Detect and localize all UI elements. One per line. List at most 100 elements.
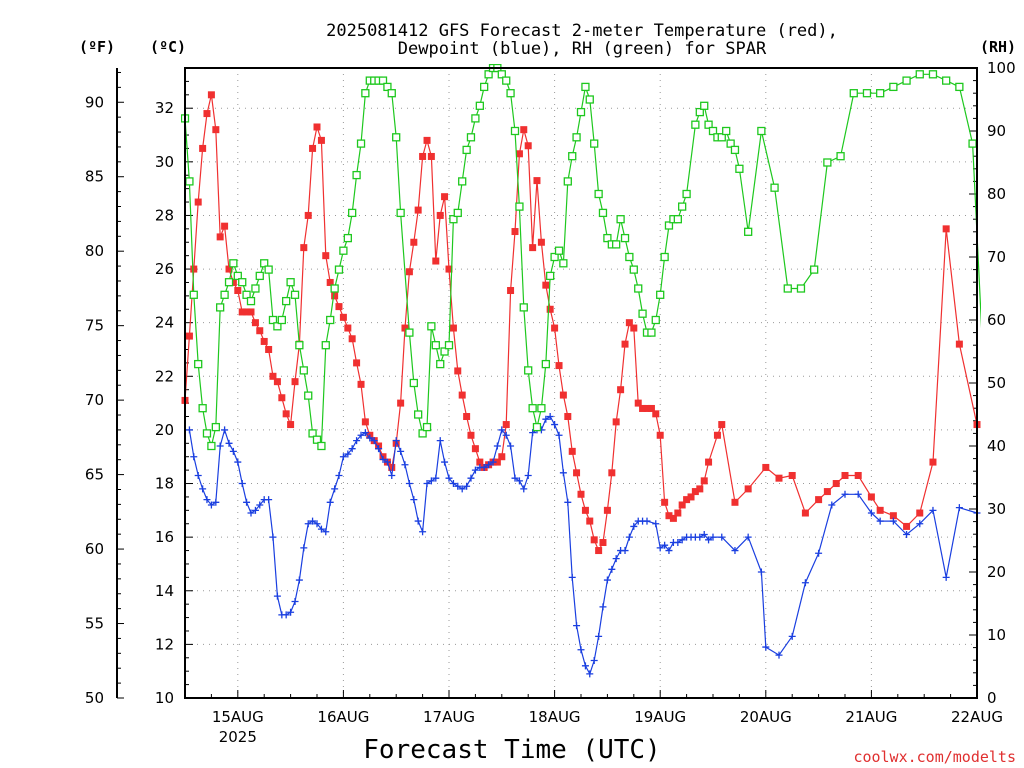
relative-humidity-point [418, 429, 427, 438]
dewpoint-point [207, 501, 215, 509]
temperature-point [190, 265, 198, 273]
dewpoint-point [309, 517, 317, 525]
rh-unit-label: (RH) [980, 38, 1016, 56]
temperature-point [463, 413, 471, 421]
temperature-point [278, 394, 286, 402]
fahrenheit-tick-label: 75 [85, 317, 104, 335]
relative-humidity-point [726, 139, 735, 148]
relative-humidity-point [823, 158, 832, 167]
dewpoint-point [317, 525, 325, 533]
dewpoint-point [419, 528, 427, 536]
x-tick-label: 15AUG [212, 708, 264, 726]
dewpoint-point [955, 504, 963, 512]
relative-humidity-point [290, 290, 300, 299]
relative-humidity-point [383, 82, 392, 92]
relative-humidity-point [321, 341, 330, 350]
dewpoint-point [700, 530, 708, 538]
relative-humidity-point [546, 271, 555, 281]
temperature-point [903, 522, 911, 530]
temperature-point [625, 319, 633, 327]
temperature-point [603, 506, 611, 514]
dewpoint-point [757, 568, 765, 576]
relative-humidity-point [396, 208, 405, 218]
relative-humidity-point [286, 278, 295, 287]
relative-humidity-point [436, 359, 445, 369]
dewpoint-point [903, 530, 911, 538]
temperature-point [397, 399, 405, 407]
temperature-point [691, 488, 699, 496]
temperature-point [586, 517, 594, 525]
temperature-point [599, 539, 607, 547]
relative-humidity-point [876, 89, 885, 98]
relative-humidity-point [717, 133, 726, 142]
dewpoint-point [326, 498, 334, 506]
dewpoint-point [656, 544, 664, 552]
temperature-point [427, 152, 435, 160]
fahrenheit-tick-label: 85 [85, 168, 104, 186]
dewpoint-point [595, 632, 603, 640]
relative-humidity-point [260, 259, 269, 268]
relative-humidity-point [378, 76, 388, 85]
dewpoint-point [590, 656, 598, 664]
relative-humidity-point [722, 126, 731, 136]
relative-humidity-point [735, 164, 744, 173]
relative-humidity-point [348, 208, 357, 218]
temperature-point [498, 453, 506, 461]
relative-humidity-point [312, 435, 322, 444]
dewpoint-point [388, 471, 396, 479]
relative-humidity-point [563, 177, 572, 186]
temperature-point [731, 498, 739, 506]
dewpoint-point [916, 520, 924, 528]
relative-humidity-point [708, 126, 718, 136]
dewpoint-point [867, 509, 875, 517]
relative-humidity-point [982, 411, 989, 418]
dewpoint-point [493, 442, 501, 450]
relative-humidity-point [242, 290, 251, 299]
relative-humidity-point [194, 359, 203, 369]
relative-humidity-point [585, 95, 594, 104]
temperature-point [683, 496, 691, 504]
dewpoint-point [269, 533, 277, 541]
dewpoint-point [630, 522, 638, 530]
dewpoint-point [432, 474, 440, 482]
dewpoint-point [344, 450, 352, 458]
dewpoint-point [190, 453, 198, 461]
dewpoint-point [467, 474, 475, 482]
relative-humidity-point [264, 265, 273, 274]
fahrenheit-tick-label: 80 [85, 242, 104, 260]
dewpoint-point [498, 426, 506, 434]
relative-humidity-point [387, 89, 396, 98]
celsius-tick-label: 18 [155, 475, 174, 493]
x-tick-label: 19AUG [634, 708, 686, 726]
dewpoint-point [282, 611, 290, 619]
temperature-point [309, 144, 317, 152]
relative-humidity-point [810, 265, 819, 274]
celsius-tick-label: 26 [155, 260, 174, 278]
temperature-point [256, 327, 264, 335]
dewpoint-point [577, 646, 585, 654]
dewpoint-point [295, 576, 303, 584]
relative-humidity-point [515, 202, 524, 211]
relative-humidity-point [392, 133, 401, 142]
dewpoint-point [775, 651, 783, 659]
temperature-point [507, 287, 515, 295]
relative-humidity-point [796, 284, 806, 293]
temperature-point [432, 257, 440, 265]
rh-tick-label: 100 [987, 59, 1016, 77]
rh-tick-label: 60 [987, 311, 1006, 329]
relative-humidity-point [862, 89, 872, 98]
dewpoint-point [480, 463, 488, 471]
dewpoint-point [265, 496, 273, 504]
relative-humidity-point [524, 366, 533, 375]
temperature-point [212, 126, 220, 134]
temperature-point [304, 211, 312, 219]
dewpoint-point [559, 469, 567, 477]
relative-humidity-point [202, 429, 212, 438]
dewpoint-point [709, 533, 717, 541]
relative-humidity-point [1009, 184, 1016, 191]
dewpoint-point [678, 536, 686, 544]
dewpoint-point [463, 482, 471, 490]
relative-humidity-point [238, 278, 247, 287]
dewpoint-point [612, 555, 620, 563]
x-tick-sublabel: 2025 [219, 728, 257, 746]
